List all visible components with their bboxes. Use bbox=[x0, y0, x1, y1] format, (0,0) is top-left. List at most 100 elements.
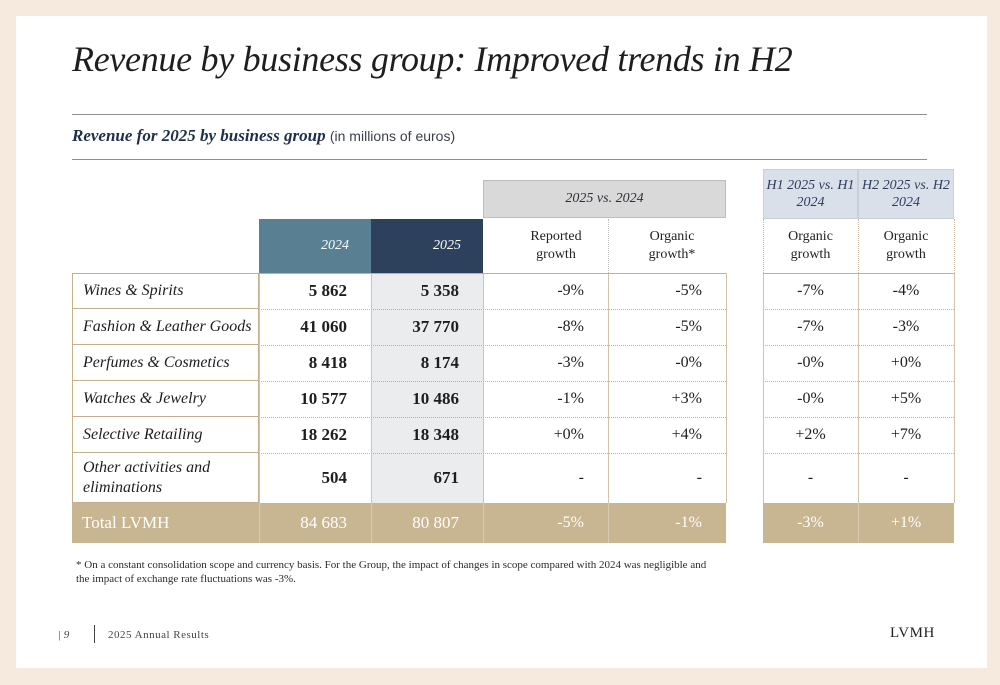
half-header-h2: H2 2025 vs. H2 2024 bbox=[858, 169, 954, 219]
value-2024: 504 bbox=[321, 468, 348, 487]
column-header-organic-growth: Organic growth* bbox=[608, 219, 726, 273]
column-divider bbox=[483, 273, 484, 503]
header-separator bbox=[608, 219, 609, 273]
row-divider bbox=[259, 417, 726, 418]
column-2025-shade bbox=[371, 273, 483, 503]
value-2024: 5 862 bbox=[308, 281, 347, 300]
h2-organic-growth: +5% bbox=[890, 390, 922, 407]
column-divider bbox=[954, 273, 955, 503]
column-divider bbox=[726, 273, 727, 503]
column-header-h2-organic: Organic growth bbox=[858, 219, 954, 273]
h1-organic-growth: - bbox=[807, 469, 814, 486]
row-divider bbox=[259, 309, 726, 310]
total-label: Total LVMH bbox=[82, 513, 170, 532]
table-subtitle: Revenue for 2025 by business group (in m… bbox=[72, 126, 455, 146]
footer-separator bbox=[94, 625, 95, 643]
row-divider bbox=[259, 381, 726, 382]
row-label: Fashion & Leather Goods bbox=[72, 309, 259, 345]
total-h2: +1% bbox=[890, 514, 922, 531]
h1-organic-growth: -0% bbox=[797, 390, 824, 407]
value-2025: 18 348 bbox=[412, 425, 459, 444]
organic-growth: +4% bbox=[671, 426, 702, 443]
footer-text: 2025 Annual Results bbox=[108, 629, 210, 641]
row-label: Other activities and eliminations bbox=[72, 453, 259, 503]
h2-organic-growth: -4% bbox=[892, 282, 920, 299]
h2-organic-growth: - bbox=[903, 469, 909, 486]
organic-growth: - bbox=[696, 469, 702, 486]
column-divider bbox=[763, 273, 764, 503]
organic-growth: -5% bbox=[675, 282, 702, 299]
reported-growth: +0% bbox=[553, 426, 584, 443]
column-header-2025: 2025 bbox=[371, 219, 483, 273]
h2-organic-growth: -3% bbox=[892, 318, 920, 335]
group-header-2025-vs-2024: 2025 vs. 2024 bbox=[483, 180, 726, 218]
half-header-h1: H1 2025 vs. H1 2024 bbox=[763, 169, 858, 219]
value-2025: 8 174 bbox=[420, 353, 459, 372]
value-2025: 5 358 bbox=[420, 281, 459, 300]
subtitle-units: (in millions of euros) bbox=[329, 128, 456, 144]
slide: Revenue by business group: Improved tren… bbox=[16, 16, 987, 668]
total-reported: -5% bbox=[557, 514, 584, 531]
header-separator bbox=[763, 219, 764, 273]
row-label: Wines & Spirits bbox=[72, 273, 259, 309]
table-top-line bbox=[259, 273, 726, 274]
column-header-reported-growth: Reported growth bbox=[483, 219, 608, 273]
footnote: * On a constant consolidation scope and … bbox=[76, 559, 707, 585]
row-label: Perfumes & Cosmetics bbox=[72, 345, 259, 381]
h2-organic-growth: +7% bbox=[890, 426, 922, 443]
total-divider bbox=[371, 503, 372, 543]
header-separator bbox=[858, 219, 859, 273]
reported-growth-label: Reported growth bbox=[530, 229, 582, 262]
row-divider bbox=[259, 453, 726, 454]
h1-organic-label: Organic growth bbox=[788, 229, 833, 262]
page-title: Revenue by business group: Improved tren… bbox=[72, 39, 793, 79]
value-2025: 37 770 bbox=[412, 317, 459, 336]
h1-organic-growth: -7% bbox=[797, 282, 824, 299]
total-divider bbox=[858, 503, 859, 543]
total-2025: 80 807 bbox=[412, 513, 459, 532]
reported-growth: -3% bbox=[557, 354, 584, 371]
column-divider bbox=[259, 273, 260, 503]
column-header-h1-organic: Organic growth bbox=[763, 219, 858, 273]
h2-organic-label: Organic growth bbox=[883, 229, 929, 262]
total-h1: -3% bbox=[797, 514, 824, 531]
reported-growth: - bbox=[578, 469, 584, 486]
value-2025: 10 486 bbox=[412, 389, 459, 408]
reported-growth: -8% bbox=[557, 318, 584, 335]
subtitle-divider bbox=[72, 159, 927, 160]
value-2024: 10 577 bbox=[300, 389, 347, 408]
organic-growth: +3% bbox=[671, 390, 702, 407]
row-label: Selective Retailing bbox=[72, 417, 259, 453]
table-top-line bbox=[763, 273, 954, 274]
total-divider bbox=[259, 503, 260, 543]
brand-logo: LVMH bbox=[890, 625, 935, 641]
value-2024: 8 418 bbox=[308, 353, 347, 372]
total-divider bbox=[608, 503, 609, 543]
row-divider bbox=[259, 345, 726, 346]
h2-organic-growth: +0% bbox=[890, 354, 922, 371]
column-divider bbox=[608, 273, 609, 503]
row-label: Watches & Jewelry bbox=[72, 381, 259, 417]
total-organic: -1% bbox=[675, 514, 702, 531]
h1-organic-growth: -7% bbox=[797, 318, 824, 335]
h1-organic-growth: +2% bbox=[795, 426, 826, 443]
column-header-2024: 2024 bbox=[259, 219, 371, 273]
reported-growth: -9% bbox=[557, 282, 584, 299]
title-divider bbox=[72, 114, 927, 115]
total-2024: 84 683 bbox=[300, 513, 347, 532]
organic-growth: -5% bbox=[675, 318, 702, 335]
organic-growth: -0% bbox=[675, 354, 702, 371]
reported-growth: -1% bbox=[557, 390, 584, 407]
header-separator bbox=[954, 219, 955, 273]
organic-growth-label: Organic growth* bbox=[648, 229, 696, 262]
total-divider bbox=[483, 503, 484, 543]
column-divider bbox=[371, 273, 372, 503]
value-2024: 18 262 bbox=[300, 425, 347, 444]
value-2024: 41 060 bbox=[300, 317, 347, 336]
h1-organic-growth: -0% bbox=[797, 354, 824, 371]
subtitle-main: Revenue for 2025 by business group bbox=[72, 126, 326, 145]
total-row-bg bbox=[72, 503, 726, 543]
value-2025: 671 bbox=[433, 468, 460, 487]
page-number: | 9 bbox=[58, 629, 70, 641]
column-divider bbox=[858, 273, 859, 503]
